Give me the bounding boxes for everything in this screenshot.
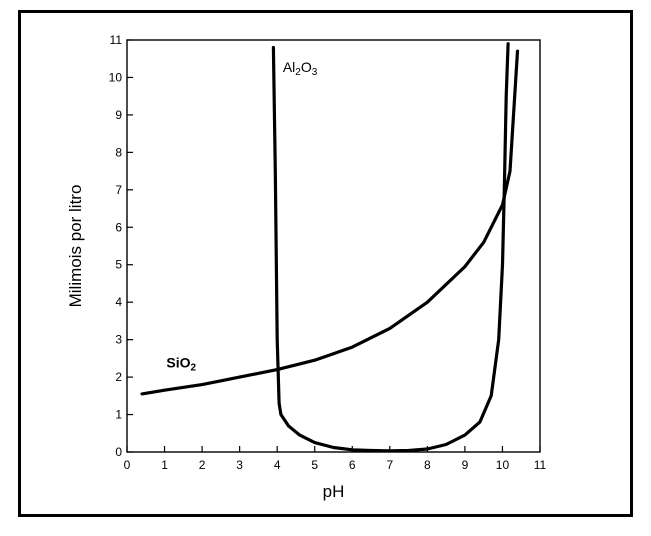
y-tick-label: 0 [115, 445, 122, 459]
x-tick-label: 2 [199, 458, 206, 472]
label-part: O [301, 59, 312, 75]
x-tick-label: 6 [349, 458, 356, 472]
x-tick-label: 8 [424, 458, 431, 472]
y-tick-label: 2 [115, 370, 122, 384]
x-tick-label: 11 [534, 458, 547, 472]
x-tick-label: 1 [161, 458, 168, 472]
chart-frame: 0 1 2 3 4 5 6 7 8 9 10 11 0 1 2 3 4 5 6 7 8 9 10 11 SiO2 Al2O3 p… [18, 10, 633, 517]
series-label-sio2: SiO2 [166, 355, 196, 374]
y-tick-label: 6 [115, 220, 122, 234]
y-axis-title: Milimois por litro [66, 185, 85, 308]
x-tick-label: 4 [274, 458, 281, 472]
y-tick-label: 3 [115, 333, 122, 347]
x-axis-title: pH [323, 482, 345, 501]
label-subscript: 3 [312, 67, 318, 78]
label-subscript: 2 [191, 363, 197, 374]
x-tick-label: 5 [311, 458, 318, 472]
series-line-al2o3 [271, 42, 510, 453]
x-tick-label: 0 [124, 458, 131, 472]
x-tick-label: 9 [462, 458, 469, 472]
series-label-al2o3: Al2O3 [283, 59, 318, 78]
y-tick-label: 7 [115, 183, 122, 197]
plot-area [126, 39, 541, 453]
y-tick-label: 1 [115, 408, 122, 422]
y-tick-label: 9 [115, 108, 122, 122]
x-tick-label: 7 [386, 458, 393, 472]
label-subscript: 2 [295, 67, 301, 78]
series-line-sio2 [140, 49, 520, 396]
x-tick-label: 10 [496, 458, 510, 472]
label-part: SiO [166, 355, 190, 371]
y-tick-label: 10 [109, 70, 123, 84]
x-tick-label: 3 [236, 458, 243, 472]
label-part: Al [283, 59, 295, 75]
y-tick-label: 4 [115, 295, 122, 309]
y-tick-label: 11 [110, 33, 123, 47]
y-tick-label: 5 [115, 258, 122, 272]
y-tick-label: 8 [115, 145, 122, 159]
